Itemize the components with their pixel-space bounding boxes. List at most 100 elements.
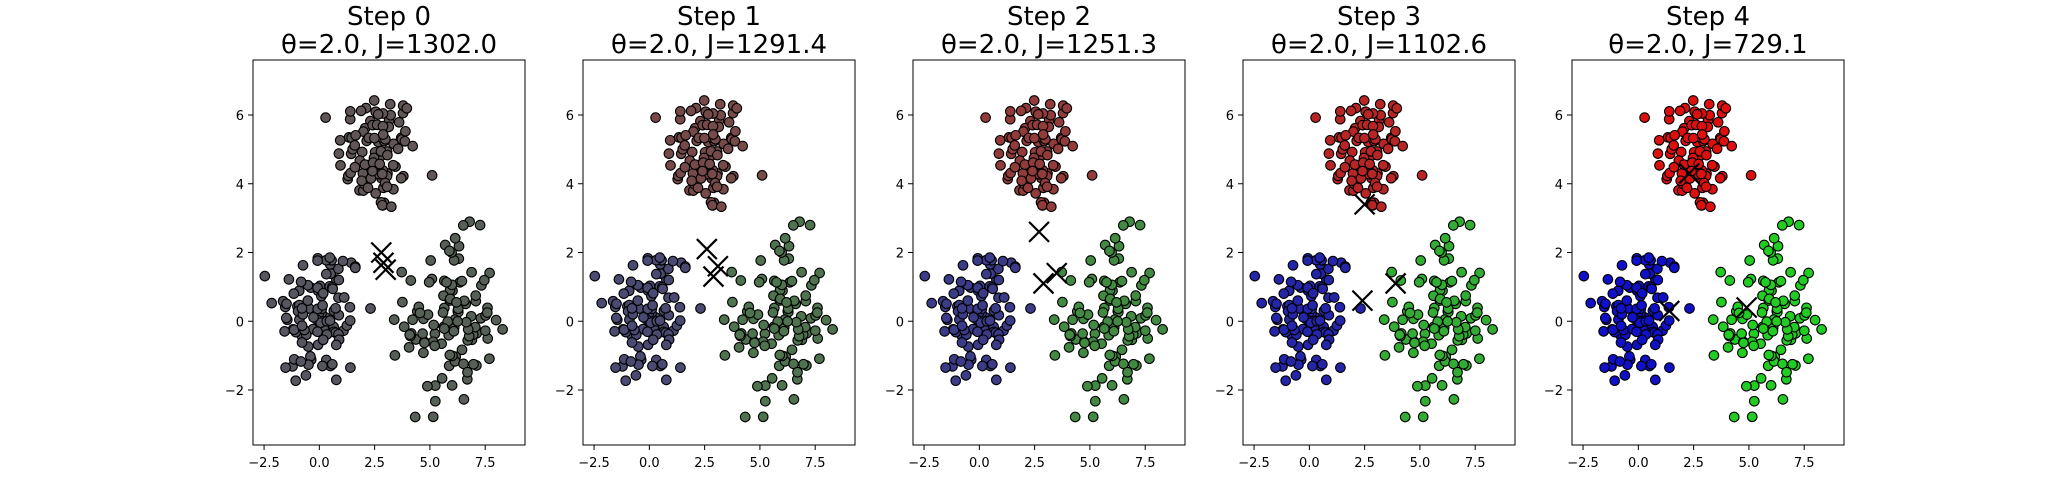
data-point	[396, 266, 408, 278]
data-point	[804, 219, 816, 231]
x-tick-label: 7.5	[1465, 456, 1486, 471]
data-point	[330, 374, 342, 386]
data-point	[1320, 339, 1332, 351]
data-point	[660, 302, 671, 314]
data-point	[731, 102, 743, 114]
data-point	[427, 411, 439, 423]
data-point	[446, 380, 458, 391]
data-point	[297, 259, 309, 271]
data-point	[994, 134, 1006, 146]
data-point	[1474, 353, 1485, 365]
data-point	[1695, 199, 1707, 211]
data-point	[1286, 303, 1298, 314]
data-point	[611, 298, 622, 310]
points-layer	[259, 95, 508, 423]
x-tick-label: 0.0	[969, 456, 990, 471]
data-point	[1809, 314, 1821, 326]
data-point	[987, 283, 999, 295]
data-point	[1157, 324, 1168, 335]
y-tick-label: −2	[1215, 384, 1234, 399]
data-point	[1086, 170, 1098, 181]
data-point	[474, 219, 486, 231]
data-point	[980, 112, 991, 123]
data-point	[1059, 135, 1071, 147]
data-point	[1708, 350, 1720, 361]
data-point	[727, 296, 738, 308]
data-point	[960, 370, 972, 381]
data-point	[1386, 266, 1398, 278]
data-point	[1723, 329, 1735, 341]
data-point	[1138, 274, 1150, 286]
data-point	[296, 303, 308, 314]
data-point	[1446, 275, 1458, 287]
data-point	[1419, 340, 1431, 352]
data-point	[456, 344, 468, 356]
data-point	[1352, 182, 1364, 194]
data-point	[626, 320, 638, 332]
data-point	[759, 340, 771, 352]
data-point	[1763, 349, 1775, 361]
data-point	[1664, 362, 1675, 373]
x-tick-label: 2.5	[1024, 456, 1045, 471]
data-point	[1487, 324, 1498, 335]
data-point	[1029, 132, 1040, 144]
data-point	[1387, 296, 1398, 308]
data-point	[1249, 270, 1261, 282]
data-point	[1064, 329, 1076, 341]
data-point	[786, 275, 798, 287]
data-point	[1427, 307, 1439, 318]
y-tick-label: 4	[1555, 178, 1563, 193]
data-point	[1645, 358, 1657, 370]
y-tick-label: 4	[896, 178, 904, 193]
data-point	[355, 105, 367, 117]
data-point	[1441, 297, 1452, 308]
data-point	[1417, 411, 1429, 423]
data-point	[295, 356, 307, 367]
data-point	[1379, 350, 1391, 361]
data-point	[1614, 356, 1626, 367]
data-point	[706, 199, 718, 211]
y-tick-label: −2	[225, 384, 244, 399]
data-point	[1631, 326, 1642, 338]
data-point	[1607, 288, 1619, 299]
centroid-marker	[1735, 296, 1758, 319]
data-point	[1083, 276, 1095, 288]
data-point	[1768, 232, 1780, 244]
data-point	[387, 159, 399, 171]
centroid-marker	[1351, 289, 1374, 312]
data-point	[1285, 276, 1297, 288]
y-tick-label: 0	[896, 315, 904, 330]
data-point	[618, 288, 630, 299]
data-point	[438, 323, 450, 334]
data-point	[1067, 314, 1078, 326]
data-point	[1362, 109, 1374, 120]
data-point	[1389, 135, 1401, 147]
data-point	[1377, 159, 1389, 171]
x-tick-label: 5.0	[1410, 456, 1431, 471]
data-point	[939, 326, 950, 337]
data-point	[1041, 181, 1053, 193]
data-point	[715, 201, 727, 213]
data-point	[1015, 105, 1027, 117]
data-point	[295, 276, 307, 288]
data-point	[484, 353, 495, 365]
data-point	[956, 337, 968, 348]
y-tick-label: 2	[1226, 247, 1234, 262]
data-point	[1256, 297, 1268, 309]
x-tick-label: 5.0	[420, 456, 441, 471]
data-point	[437, 307, 449, 318]
points-layer	[1578, 95, 1827, 423]
data-point	[1302, 326, 1313, 338]
data-point	[1668, 140, 1680, 151]
data-point	[647, 334, 659, 346]
data-point	[1696, 129, 1708, 140]
data-point	[1718, 135, 1730, 147]
data-point	[778, 325, 790, 337]
data-point	[302, 295, 314, 306]
data-point	[398, 321, 410, 333]
subplot-step-1: Step 1θ=2.0, J=1291.4 −2.5 0.0 2.5 5.0 7.5 −2 0…	[555, 2, 856, 471]
data-point	[266, 297, 278, 309]
data-point	[370, 188, 382, 199]
data-point	[1781, 366, 1792, 378]
data-point	[403, 342, 415, 353]
